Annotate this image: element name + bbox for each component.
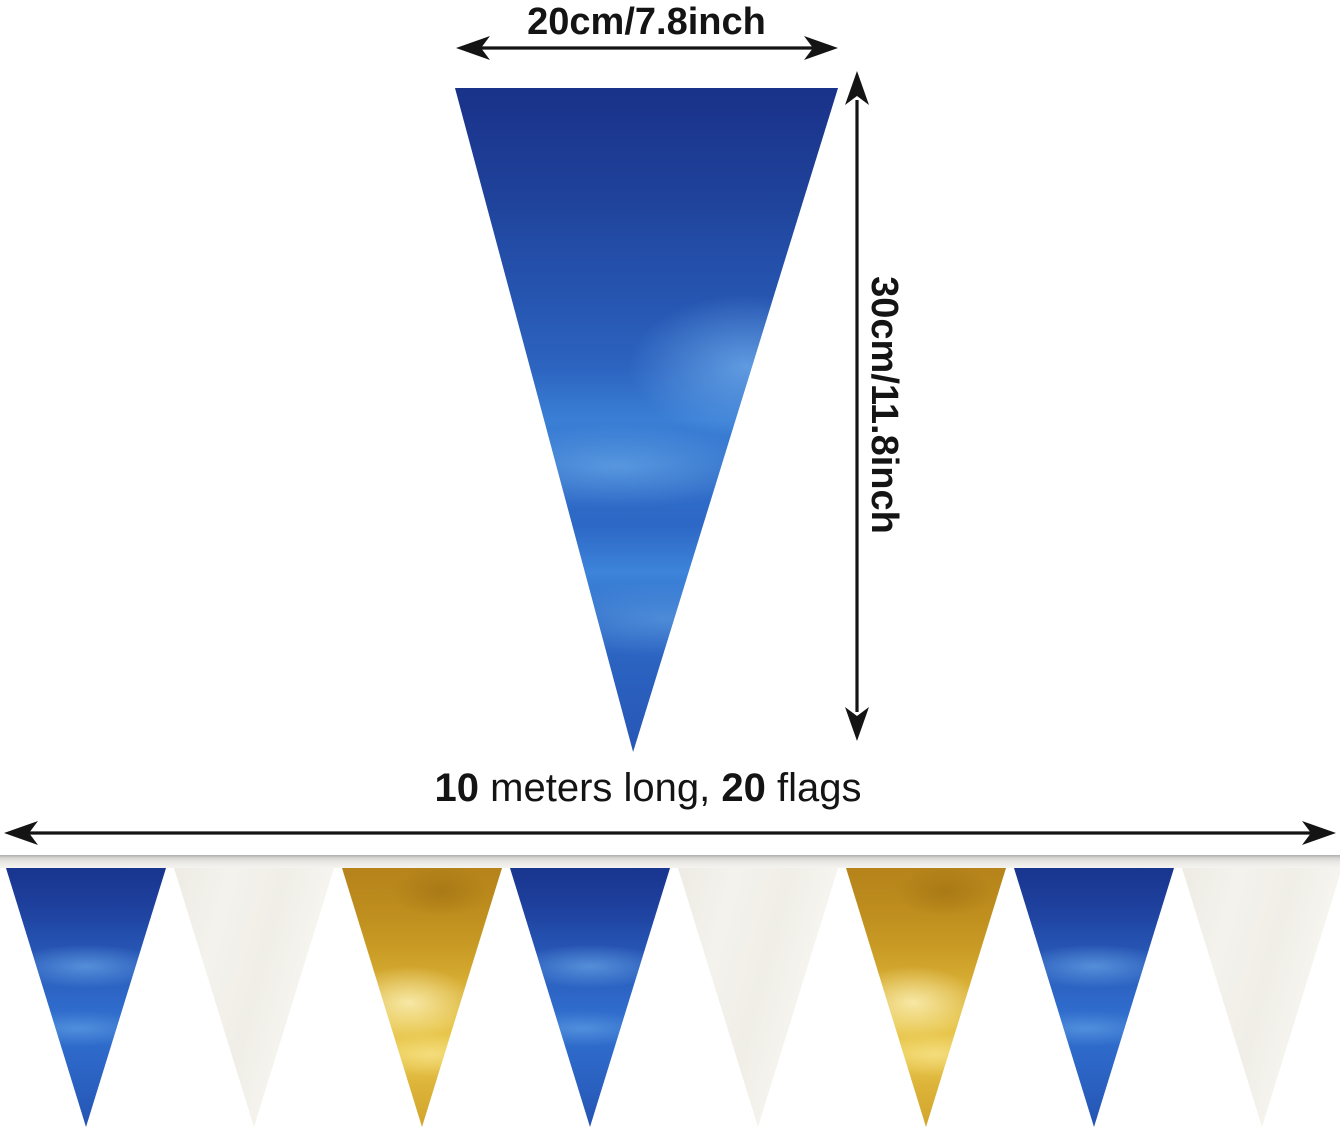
banner-flag-count-text: flags — [765, 766, 862, 810]
pennant-flag-white-5 — [678, 868, 838, 1127]
flag-height-label: 30cm/11.8inch — [863, 276, 905, 534]
pennant-flag-blue-4 — [510, 868, 670, 1127]
banner-length-value: 10 — [434, 766, 480, 810]
large-blue-pennant-flag — [455, 88, 838, 752]
flag-width-label: 20cm/7.8inch — [527, 1, 766, 43]
pennant-flag-blue-7 — [1014, 868, 1174, 1127]
pennant-flag-gold-6 — [846, 868, 1006, 1127]
pennant-flag-gold-3 — [342, 868, 502, 1127]
pennant-flag-white-8 — [1182, 868, 1340, 1127]
banner-length-text: meters long, — [479, 766, 722, 810]
pennant-flag-white-2 — [174, 868, 334, 1127]
length-arrow-icon — [4, 821, 1336, 845]
banner-length-label: 10 meters long, 20 flags — [0, 766, 1296, 811]
pennant-flag-blue-1 — [6, 868, 166, 1127]
banner-flag-count-value: 20 — [721, 766, 766, 810]
banner-string-ribbon — [0, 855, 1340, 868]
